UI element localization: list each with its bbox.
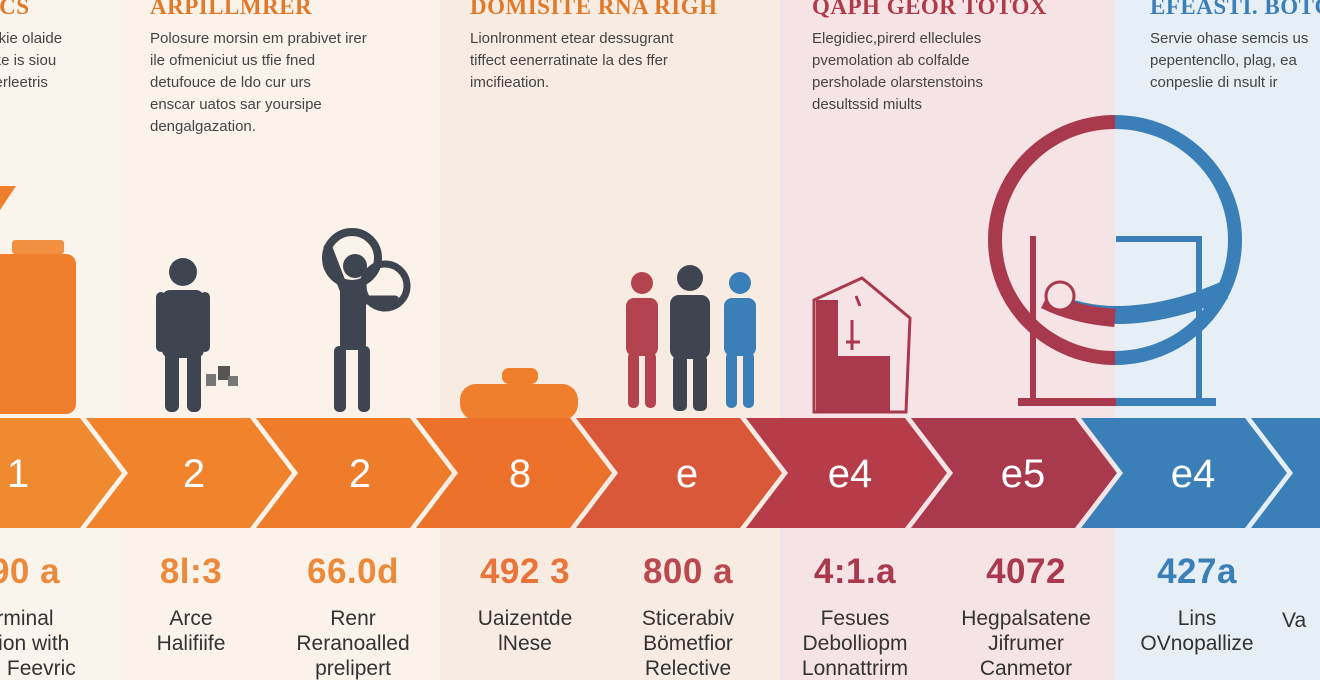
stat-3: 66.0d Renr Reranoalled prelipert [268,552,438,680]
column-1-desc: nekie olaideieke is siouh erleetrisc [0,30,63,91]
stat-3-value: 66.0d [307,552,399,591]
stat-6-value: 4:1.a [813,552,897,591]
stat-7: 4072 Hegpalsatene Jifrumer Canmetor [941,552,1111,680]
column-2-title: ARPILLMRER [150,0,313,19]
column-1-title: ACS [0,0,30,19]
step-number-1: 1 [6,452,30,496]
stat-2-value: 8l:3 [159,552,223,591]
stat-8-label: Lins OVnopallize [1140,607,1254,655]
globe-frame-icon [988,115,1242,406]
person-icon [156,258,238,412]
column-2-desc: Polosure morsin em prabivet irer ile ofme… [150,30,367,135]
stat-5: 800 a Sticerabiv Bömetfior Relective [603,552,773,680]
house-icon [812,276,912,414]
stat-1-value: 90 a [0,552,61,591]
briefcase-icon [0,186,76,414]
column-4-title: QAPH GEOR TOTOX [812,0,1047,19]
column-3-title: DOMISITE RNA RIGH [470,0,718,19]
stat-2-label: Arce Halifiife [156,607,226,655]
stat-4: 492 3 Uaizentde lNese [440,552,610,656]
stat-6: 4:1.a Fesues Debolliopm Lonnattrirm [770,552,940,680]
stat-4-label: Uaizentde lNese [477,607,573,655]
case-icon [460,368,578,420]
step-chevron-5 [576,418,782,528]
step-numbers: 1 2 2 8 e e4 e5 e4 [0,418,1320,528]
step-chevron-9 [1251,418,1320,528]
stat-5-value: 800 a [642,552,734,591]
column-4-desc: Elegidiec,pirerd elleclules pvemolation a… [812,30,983,113]
stat-1-label: rminalation withC9 Feevric [0,607,76,680]
step-chevron-7 [911,418,1117,528]
step-number-8: e4 [1170,452,1216,496]
step-chevron-8 [1081,418,1287,528]
column-2: ARPILLMRER Polosure morsin em prabivet i… [150,0,367,138]
step-number-5: e [675,452,699,496]
step-chevron-2 [86,418,292,528]
stat-2: 8l:3 Arce Halifiife [106,552,276,656]
band-3 [440,0,780,680]
stat-9-label: Va [1282,609,1307,632]
band-5 [1115,0,1320,680]
stat-7-value: 4072 [986,552,1066,591]
stat-3-label: Renr Reranoalled prelipert [296,607,410,680]
step-number-4: 8 [508,452,532,496]
step-chevron-6 [746,418,947,528]
stat-4-value: 492 3 [479,552,571,591]
step-number-6: e4 [827,452,873,496]
stat-9: Va [1282,552,1320,633]
illustration-scene [0,115,1242,420]
magnifier-person-icon [322,228,411,412]
stat-7-label: Hegpalsatene Jifrumer Canmetor [961,607,1091,680]
column-3-desc: Lionlronment etear dessugrant tiffect een… [470,30,674,91]
step-chevron-3 [256,418,452,528]
team-icon [626,265,756,411]
step-chevron-1 [0,418,122,528]
step-number-3: 2 [348,452,372,496]
stat-6-label: Fesues Debolliopm Lonnattrirm [801,607,909,680]
column-3: DOMISITE RNA RIGH Lionlronment etear des… [470,0,717,94]
stat-1: 90 a rminalation withC9 Feevric [0,552,110,680]
step-ribbon [0,418,1320,528]
column-1: ACS nekie olaideieke is siouh erleetrisc [0,0,62,116]
step-chevron-4 [416,418,612,528]
column-4: QAPH GEOR TOTOX Elegidiec,pirerd elleclu… [812,0,1047,116]
step-number-7: e5 [1000,452,1046,496]
stat-5-label: Sticerabiv Bömetfior Relective [641,607,735,680]
column-5-title: EFEASTI. BOTC [1150,0,1320,19]
stat-8: 427a Lins OVnopallize [1112,552,1282,656]
column-5-desc: Servie ohase semcis us pepentencllo, plag… [1150,30,1309,91]
stat-8-value: 427a [1157,552,1237,591]
step-number-2: 2 [182,452,206,496]
column-5: EFEASTI. BOTC Servie ohase semcis us pepe… [1150,0,1320,94]
